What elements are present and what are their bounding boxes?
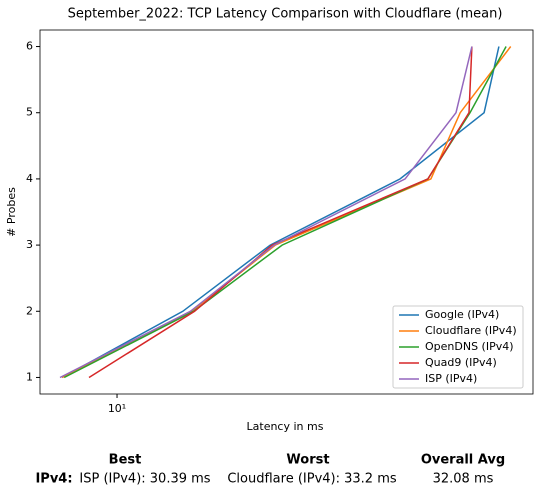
y-axis-label: # Probes: [5, 187, 18, 237]
header-best: Best: [109, 453, 142, 468]
y-tick-label: 5: [26, 106, 33, 119]
series-line: [63, 46, 507, 379]
legend-label: OpenDNS (IPv4): [425, 340, 514, 353]
series-line: [88, 46, 473, 379]
y-tick-label: 6: [26, 40, 33, 53]
x-tick-label: 10¹: [108, 402, 126, 415]
header-worst: Worst: [286, 453, 329, 468]
y-tick-label: 1: [26, 370, 33, 383]
y-tick-label: 4: [26, 172, 33, 185]
header-avg: Overall Avg: [421, 453, 505, 468]
series-line: [61, 46, 500, 379]
chart-title: September_2022: TCP Latency Comparison w…: [68, 7, 503, 22]
series-line: [59, 46, 473, 379]
worst-value: Cloudflare (IPv4): 33.2 ms: [227, 472, 397, 487]
y-tick-label: 3: [26, 238, 33, 251]
legend-label: ISP (IPv4): [425, 372, 477, 385]
legend-label: Quad9 (IPv4): [425, 356, 497, 369]
legend-label: Cloudflare (IPv4): [425, 324, 517, 337]
row-label: IPv4:: [35, 472, 72, 487]
plot-frame: [39, 29, 534, 395]
legend-box: [392, 305, 524, 389]
legend-label: Google (IPv4): [425, 308, 499, 321]
best-value: ISP (IPv4): 30.39 ms: [79, 472, 210, 487]
avg-value: 32.08 ms: [433, 472, 494, 487]
y-tick-label: 2: [26, 304, 33, 317]
x-axis-label: Latency in ms: [247, 420, 324, 433]
